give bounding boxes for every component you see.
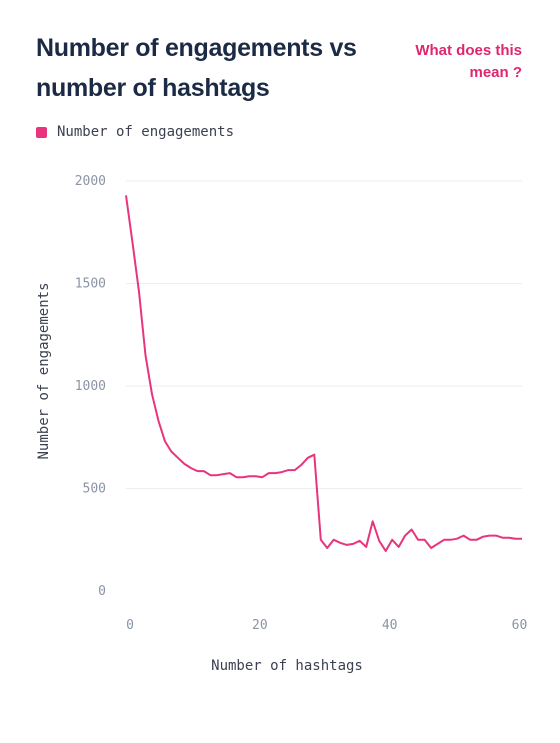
y-tick-label: 1500: [75, 277, 106, 292]
x-tick-label: 0: [126, 618, 134, 633]
x-tick-label: 40: [382, 618, 398, 633]
y-tick-label: 500: [83, 482, 106, 497]
legend-label: Number of engagements: [57, 124, 235, 140]
y-tick-label: 1000: [75, 379, 106, 394]
x-tick-label: 60: [512, 618, 528, 633]
series-line[interactable]: [125, 195, 522, 552]
what-does-this-mean-link[interactable]: What does this mean ?: [415, 42, 522, 81]
x-axis-label: Number of hashtags: [211, 658, 363, 674]
series-lines: [125, 195, 522, 552]
y-tick-label: 2000: [75, 174, 106, 189]
grid-lines: [126, 180, 522, 489]
chart-legend[interactable]: Number of engagements: [36, 124, 234, 140]
y-tick-label: 0: [98, 584, 106, 599]
y-axis-ticks: 0 500 1000 1500 2000: [75, 174, 106, 599]
legend-swatch: [36, 126, 47, 138]
x-tick-label: 20: [252, 618, 268, 633]
chart-title: Number of engagements vs number of hasht…: [36, 34, 357, 102]
x-axis-ticks: 0 20 40 60: [126, 618, 527, 633]
y-axis-label: Number of engagements: [36, 282, 52, 459]
